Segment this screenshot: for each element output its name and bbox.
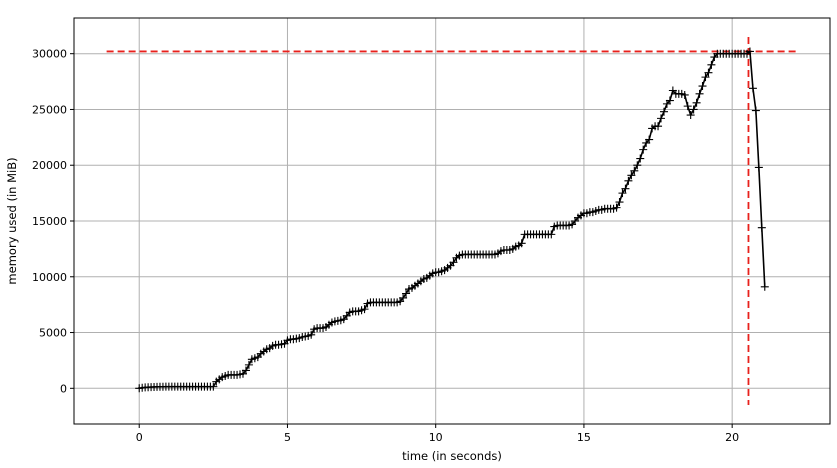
data-point-marker (654, 122, 663, 131)
series-layer (139, 50, 766, 390)
y-tick-label: 15000 (32, 215, 67, 228)
data-point-marker (760, 282, 769, 291)
x-tick-label: 10 (429, 431, 443, 444)
data-point-marker (692, 98, 701, 107)
data-point-marker (645, 135, 654, 144)
data-point-marker (757, 223, 766, 232)
data-point-marker (360, 305, 369, 314)
y-axis-label: memory used (in MiB) (5, 157, 19, 284)
data-point-marker (754, 163, 763, 172)
data-point-marker (707, 60, 716, 69)
x-axis-label: time (in seconds) (402, 449, 502, 463)
y-tick-label: 20000 (32, 159, 67, 172)
tick-layer: 0 5 10 15 20 0 5000 10000 15000 20000 25000 30000 (32, 48, 739, 444)
data-point-marker (633, 161, 642, 170)
data-point-marker (615, 198, 624, 207)
data-point-marker (621, 184, 630, 193)
data-point-marker (636, 154, 645, 163)
y-tick-label: 5000 (39, 327, 67, 340)
data-point-marker (657, 114, 666, 123)
data-point-marker (624, 176, 633, 185)
data-point-marker (695, 89, 704, 98)
data-point-marker (307, 330, 316, 339)
data-point-marker (244, 360, 253, 369)
grid (74, 18, 830, 424)
data-point-marker (701, 73, 710, 82)
y-tick-label: 10000 (32, 271, 67, 284)
data-point-marker (745, 47, 754, 56)
series-line (139, 50, 766, 390)
data-point-marker (399, 293, 408, 302)
x-tick-label: 15 (577, 431, 591, 444)
data-point-marker (751, 106, 760, 115)
data-point-marker (618, 189, 627, 198)
x-tick-label: 5 (284, 431, 291, 444)
data-point-marker (630, 166, 639, 175)
data-point-marker (627, 171, 636, 180)
data-point-marker (449, 258, 458, 267)
data-point-marker (680, 90, 689, 99)
data-point-marker (209, 382, 218, 391)
y-tick-label: 0 (60, 382, 67, 395)
data-point-marker (659, 107, 668, 116)
data-point-marker (704, 68, 713, 77)
data-point-marker (686, 111, 695, 120)
data-point-marker (665, 96, 674, 105)
data-point-marker (639, 145, 648, 154)
marker-layer (135, 47, 769, 393)
data-point-marker (683, 102, 692, 111)
data-point-marker (698, 82, 707, 91)
data-point-marker (241, 366, 250, 375)
data-point-marker (689, 105, 698, 114)
y-tick-label: 30000 (32, 48, 67, 61)
y-tick-label: 25000 (32, 103, 67, 116)
data-point-marker (748, 84, 757, 93)
data-point-marker (517, 239, 526, 248)
data-point-marker (547, 230, 556, 239)
x-tick-label: 0 (136, 431, 143, 444)
x-tick-label: 20 (725, 431, 739, 444)
data-point-marker (402, 289, 411, 298)
reference-lines (106, 36, 798, 406)
data-point-marker (612, 203, 621, 212)
